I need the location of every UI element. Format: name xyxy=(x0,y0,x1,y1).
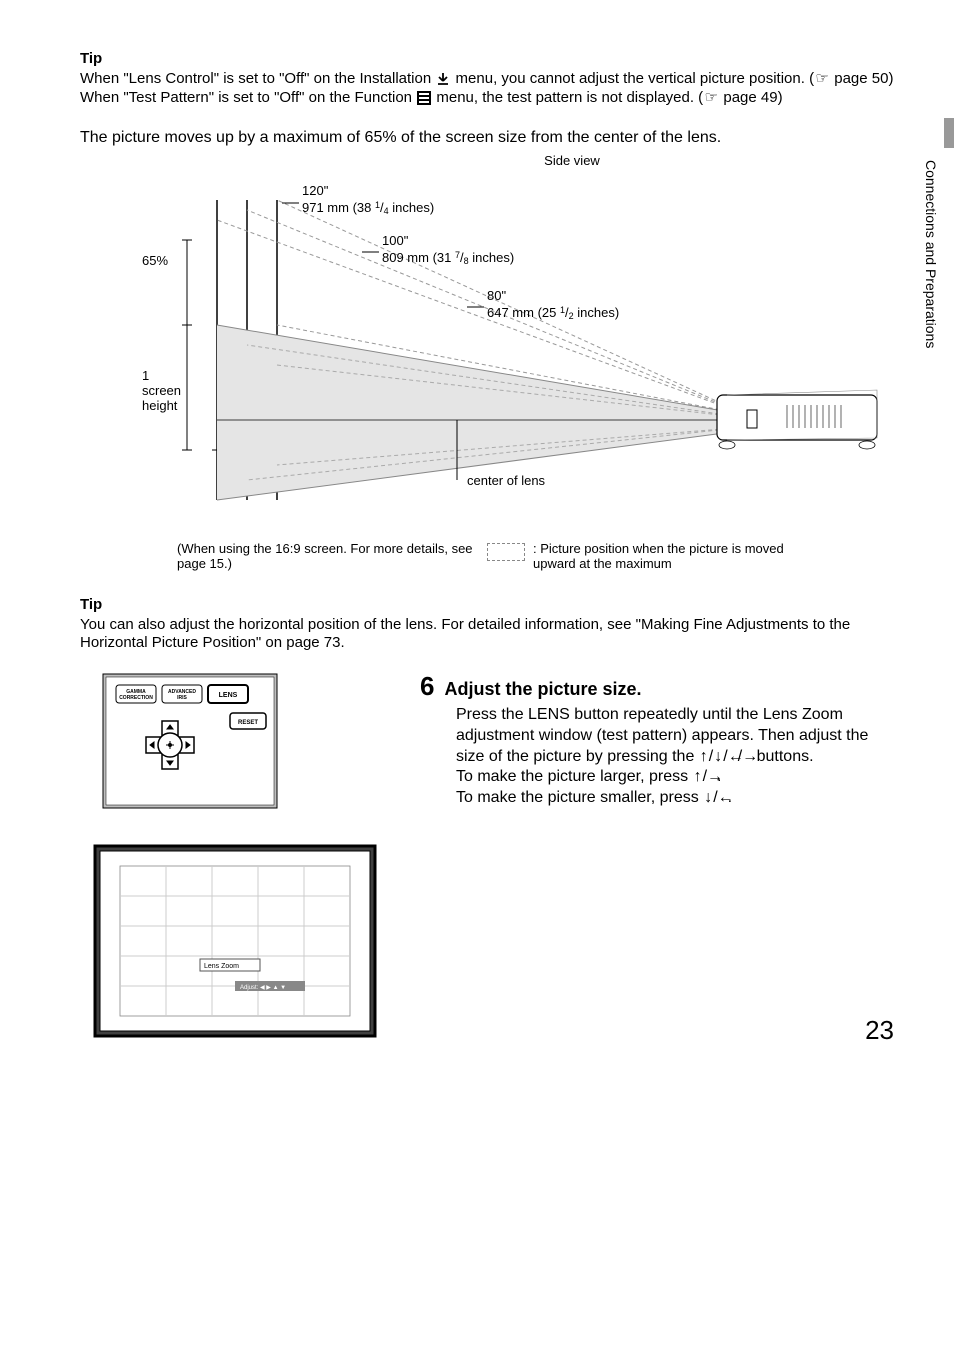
tip2-body: You can also adjust the horizontal posit… xyxy=(80,616,894,654)
tip1-text4: menu, the test pattern is not displayed.… xyxy=(436,89,703,106)
label80: 80" xyxy=(487,288,506,303)
projector-icon xyxy=(717,390,877,449)
right-arrow-icon: → xyxy=(742,747,752,768)
remote-illustration: GAMMACORRECTION ADVANCEDIRIS LENS RESET xyxy=(100,671,280,811)
left-arrow-icon: ← xyxy=(718,788,728,809)
pageref-icon: ☞ xyxy=(703,89,719,108)
down-arrow-icon: ↓ xyxy=(703,788,713,809)
svg-text:971 mm (38 1/4 inches): 971 mm (38 1/4 inches) xyxy=(302,200,434,216)
label120: 120" xyxy=(302,183,329,198)
tip1-pageref1: page 50) xyxy=(830,70,893,87)
tab-indicator xyxy=(944,118,954,148)
step-body: Press the LENS button repeatedly until t… xyxy=(456,705,894,809)
step-body-3: To make the picture larger, press xyxy=(456,768,693,785)
up-arrow-icon: ↑ xyxy=(693,767,703,788)
dashed-legend-box xyxy=(487,543,525,561)
caption-left: (When using the 16:9 screen. For more de… xyxy=(177,541,487,571)
svg-text:647 mm (25 1/2 inches): 647 mm (25 1/2 inches) xyxy=(487,305,619,321)
step-body-2: buttons. xyxy=(752,748,813,765)
svg-text:809 mm (31 7/8 inches): 809 mm (31 7/8 inches) xyxy=(382,250,514,266)
diagram-captions: (When using the 16:9 screen. For more de… xyxy=(87,541,887,571)
caption-right: : Picture position when the picture is m… xyxy=(487,541,813,571)
page-number: 23 xyxy=(865,1015,894,1046)
tip1-text3: When "Test Pattern" is set to "Off" on t… xyxy=(80,89,416,106)
pageref-icon: ☞ xyxy=(814,70,830,89)
svg-text:height: height xyxy=(142,398,178,413)
down-arrow-icon: ↓ xyxy=(713,747,723,768)
function-icon xyxy=(416,90,432,106)
left-arrow-icon: ← xyxy=(728,747,738,768)
side-view-diagram: Side view 65% 1 screen height xyxy=(87,153,887,571)
tip1-text2: menu, you cannot adjust the vertical pic… xyxy=(456,70,815,87)
testpattern-screen: Lens Zoom Adjust: ◀ ▶ ▲ ▼ xyxy=(90,841,380,1041)
up-arrow-icon: ↑ xyxy=(699,747,709,768)
tab-label: Connections and Preparations xyxy=(923,160,939,348)
right-arrow-icon: → xyxy=(707,767,717,788)
pct-label: 65% xyxy=(142,253,168,268)
tip1-heading: Tip xyxy=(80,50,894,67)
label100: 100" xyxy=(382,233,409,248)
adjust-label: Adjust: ◀ ▶ ▲ ▼ xyxy=(240,985,286,991)
centerlens-label: center of lens xyxy=(467,473,546,488)
intro-text: The picture moves up by a maximum of 65%… xyxy=(80,128,894,148)
lenszoom-label: Lens Zoom xyxy=(204,963,239,970)
tip1-pageref2: page 49) xyxy=(719,89,782,106)
step-body-4: To make the picture smaller, press xyxy=(456,789,703,806)
tip1-text1: When "Lens Control" is set to "Off" on t… xyxy=(80,70,435,87)
svg-text:screen: screen xyxy=(142,383,181,398)
step-title: Adjust the picture size. xyxy=(444,679,641,700)
screenheight-label: 1 xyxy=(142,368,149,383)
installation-icon xyxy=(435,71,451,87)
reset-btn: RESET xyxy=(238,720,258,726)
lens-btn: LENS xyxy=(219,692,238,699)
tip2-heading: Tip xyxy=(80,596,894,613)
caption-right-text: : Picture position when the picture is m… xyxy=(533,541,813,571)
step-number: 6 xyxy=(420,671,434,702)
tip1-body: When "Lens Control" is set to "Off" on t… xyxy=(80,70,894,108)
diagram-title: Side view xyxy=(257,153,887,168)
